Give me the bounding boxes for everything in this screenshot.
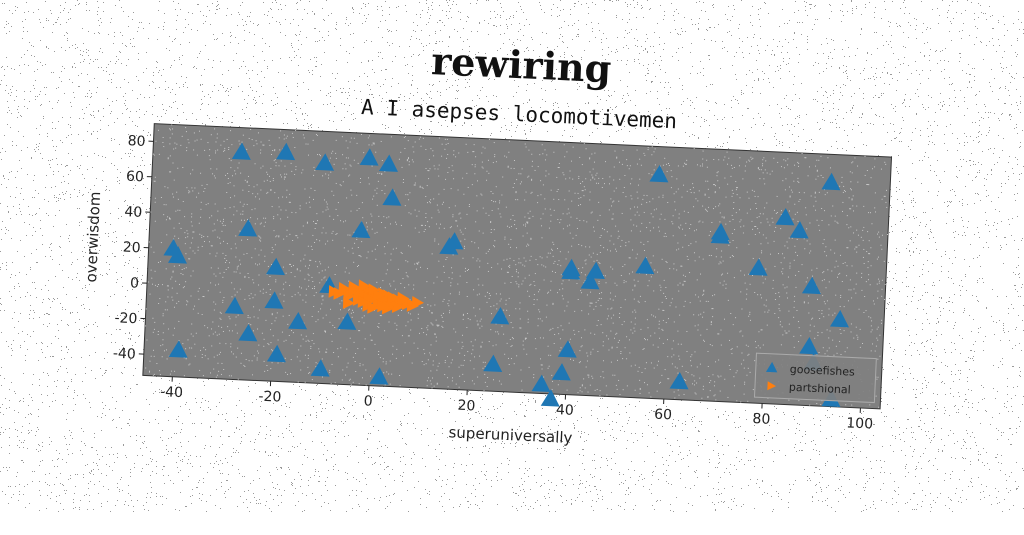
x-tick-label: 0 xyxy=(363,393,373,409)
y-tick-label: -40 xyxy=(113,346,137,363)
legend-label: partshional xyxy=(789,381,851,397)
x-tick-label: 20 xyxy=(457,398,476,415)
y-tick-label: 80 xyxy=(127,133,146,150)
y-tick-label: 60 xyxy=(126,169,145,186)
x-tick-label: 100 xyxy=(846,415,873,432)
y-tick-label: -20 xyxy=(114,310,138,327)
legend-box xyxy=(754,353,876,402)
y-tick-label: 40 xyxy=(124,204,143,221)
x-tick-label: -20 xyxy=(258,389,282,406)
y-tick-label: 20 xyxy=(122,240,141,257)
x-tick-label: -40 xyxy=(160,384,184,401)
y-tick-label: 0 xyxy=(130,275,140,291)
x-tick-label: 60 xyxy=(654,407,673,424)
x-tick-label: 80 xyxy=(752,411,771,428)
